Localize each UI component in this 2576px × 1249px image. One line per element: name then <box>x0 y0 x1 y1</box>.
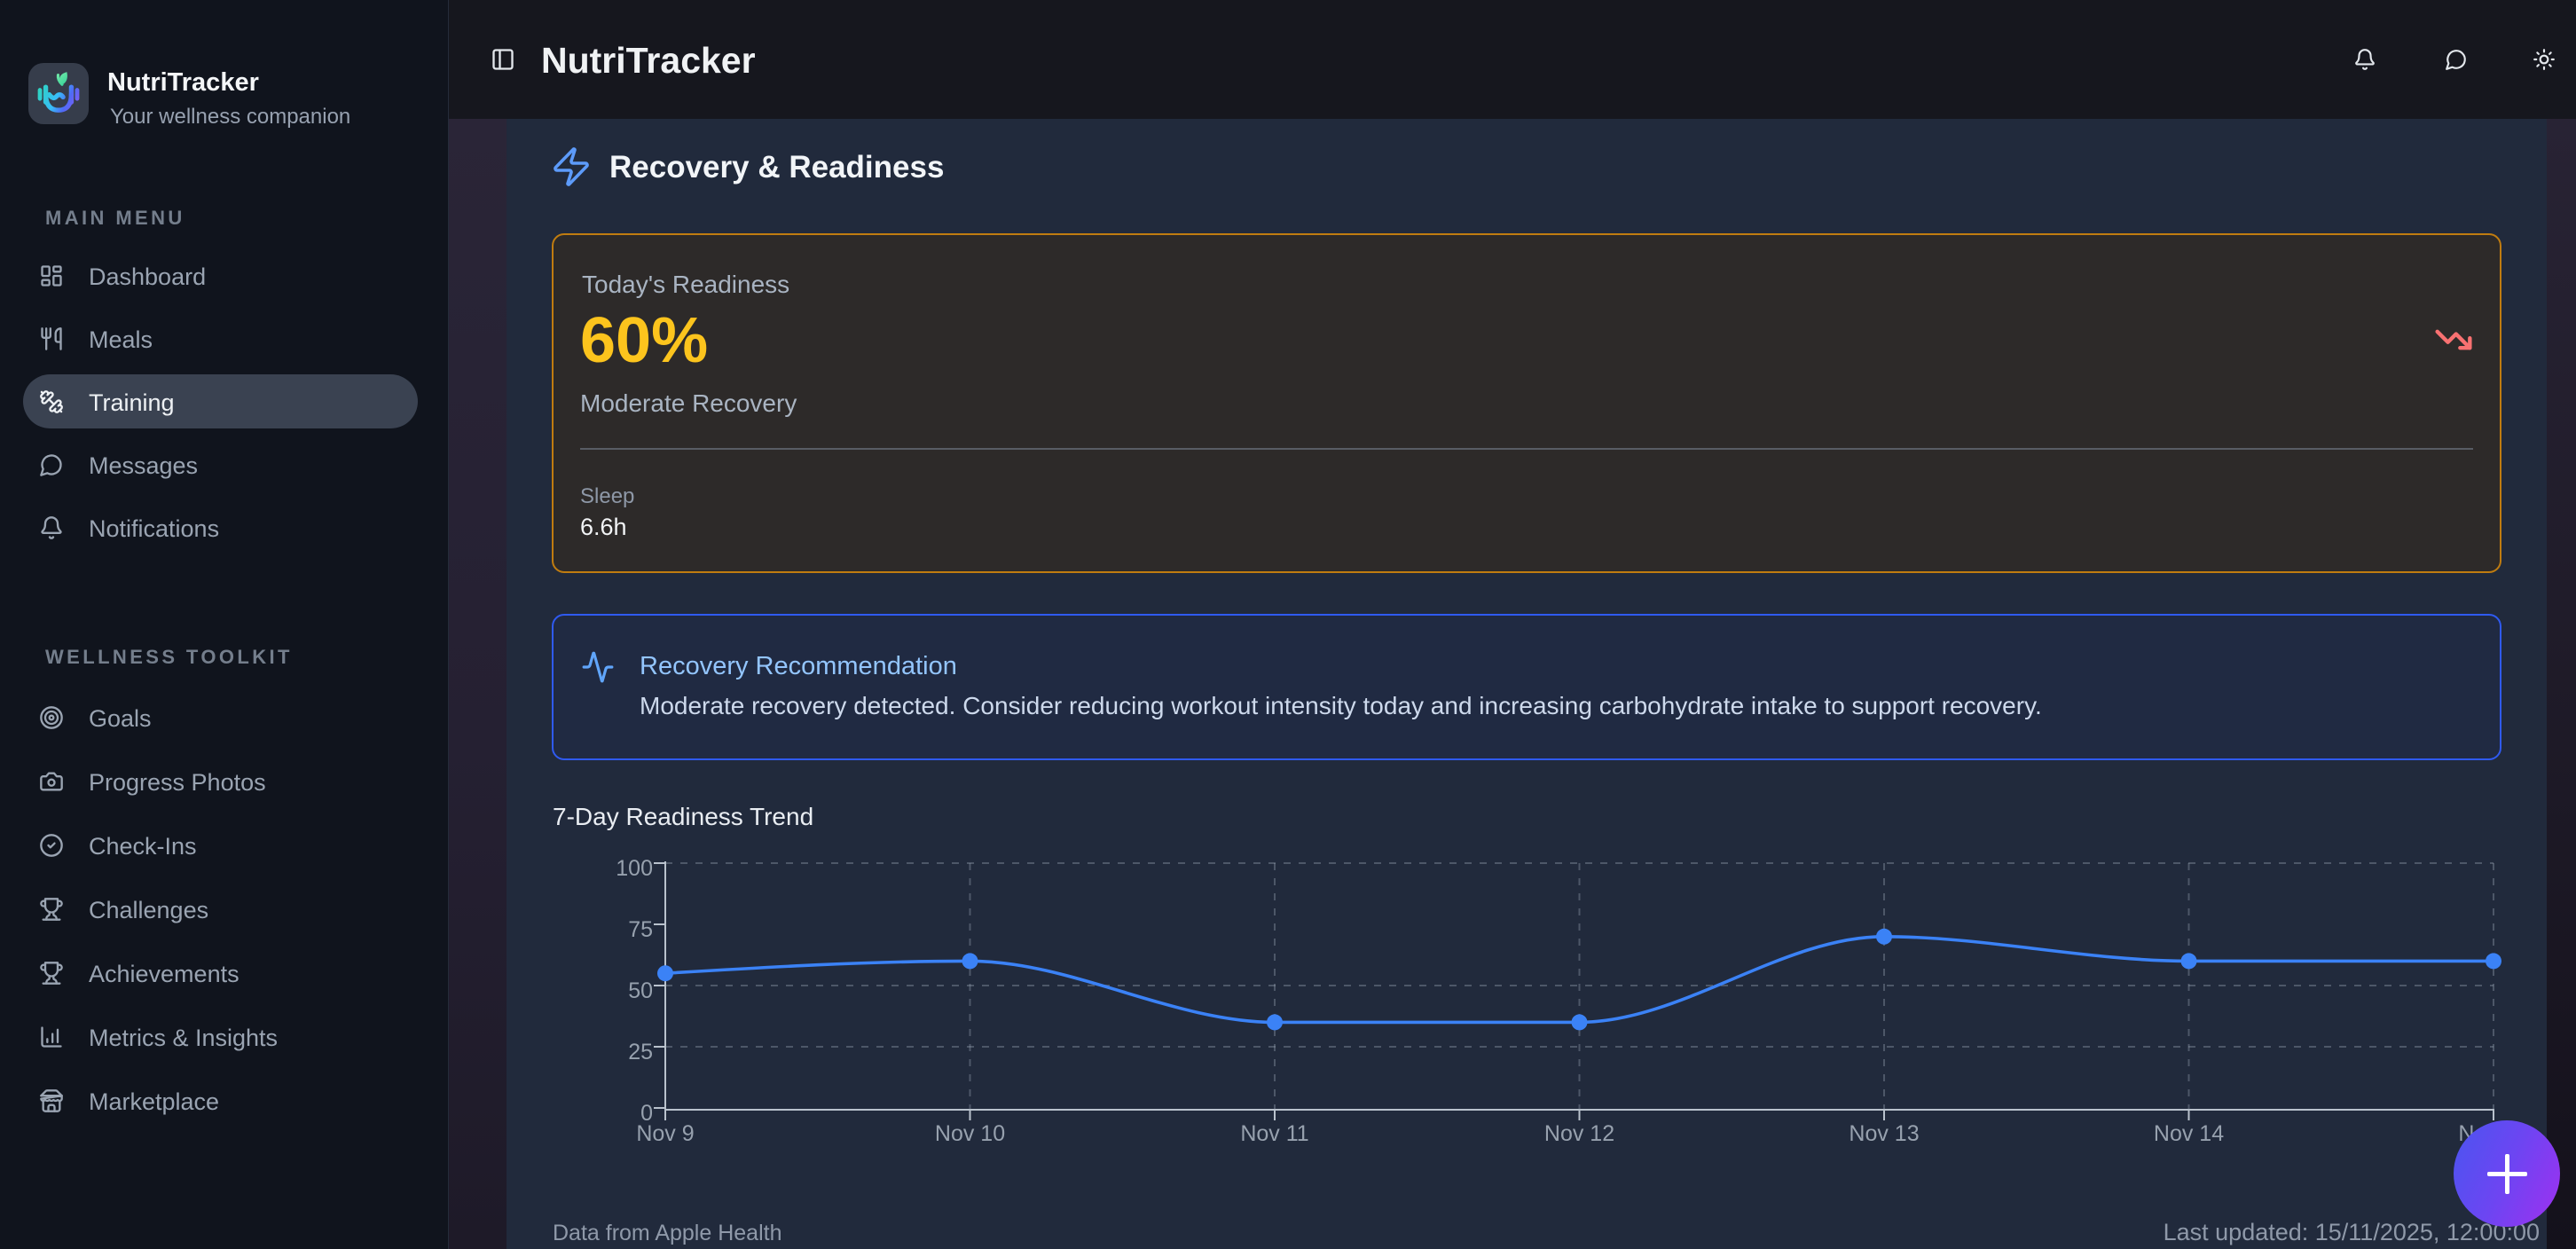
svg-text:Nov 9: Nov 9 <box>636 1121 694 1146</box>
svg-text:50: 50 <box>628 978 653 1003</box>
svg-text:0: 0 <box>640 1101 653 1126</box>
svg-text:Nov 10: Nov 10 <box>935 1121 1005 1146</box>
svg-text:25: 25 <box>628 1040 653 1064</box>
svg-text:Nov 11: Nov 11 <box>1240 1121 1308 1146</box>
svg-text:Nov 13: Nov 13 <box>1849 1121 1919 1146</box>
svg-text:100: 100 <box>616 856 653 881</box>
svg-text:Nov 12: Nov 12 <box>1544 1121 1614 1146</box>
svg-text:75: 75 <box>628 917 653 942</box>
svg-text:Nov 14: Nov 14 <box>2154 1121 2224 1146</box>
